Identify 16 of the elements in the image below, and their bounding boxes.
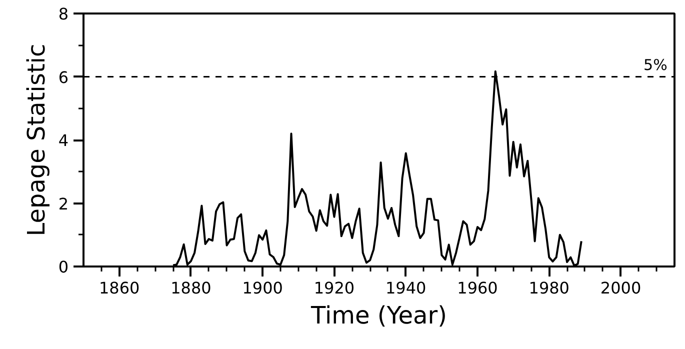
x-tick-label: 1860: [98, 278, 140, 298]
y-tick-label: 0: [58, 258, 69, 276]
y-tick-label: 6: [58, 68, 69, 87]
annotation: 5%: [644, 56, 668, 74]
x-tick-label: 1960: [457, 278, 498, 298]
x-tick-label: 1920: [314, 278, 355, 298]
y-tick-label: 2: [58, 194, 69, 214]
x-tick-label: 1980: [528, 278, 570, 298]
x-tick-label: 1900: [242, 278, 283, 298]
y-axis-title: Lepage Statistic: [22, 44, 50, 236]
x-tick-label: 2000: [600, 278, 642, 298]
y-tick-label: 8: [58, 4, 69, 24]
y-tick-label: 4: [58, 131, 69, 150]
x-tick-label: 1940: [386, 278, 426, 298]
x-tick-label: 1880: [170, 278, 212, 298]
x-axis-title: Time (Year): [310, 302, 447, 330]
